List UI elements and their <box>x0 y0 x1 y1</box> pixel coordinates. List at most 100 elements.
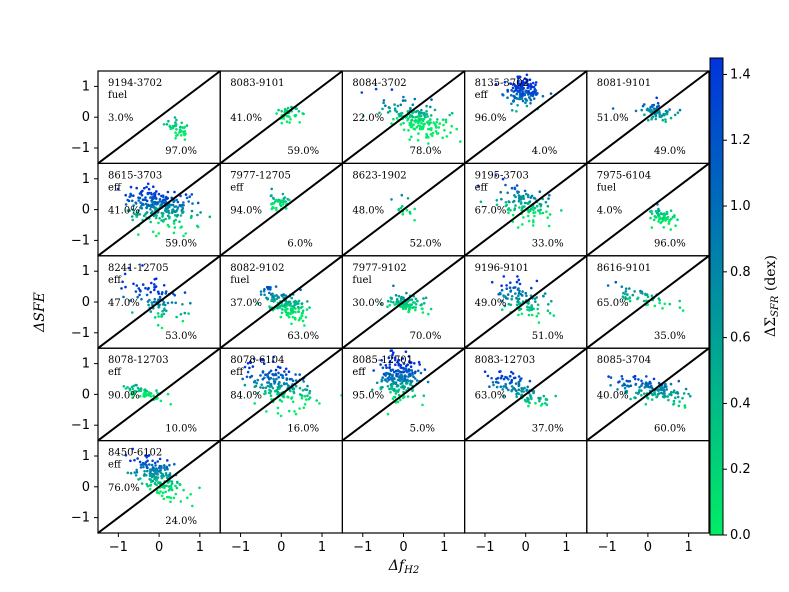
panel-5-4 <box>464 440 588 534</box>
data-point <box>400 381 404 385</box>
data-point <box>246 361 250 365</box>
data-point <box>512 199 516 203</box>
data-point <box>442 123 445 127</box>
data-point <box>170 480 174 483</box>
data-point <box>388 387 391 391</box>
fraction-above: 67.0% <box>475 206 507 217</box>
data-point <box>132 194 135 197</box>
colorbar-gradient <box>709 57 724 536</box>
data-point <box>614 280 618 284</box>
data-point <box>649 210 652 213</box>
data-point <box>396 372 400 376</box>
data-point <box>144 196 147 199</box>
data-point <box>676 395 680 399</box>
data-point <box>279 414 283 418</box>
data-point <box>533 211 537 214</box>
data-point <box>638 386 641 389</box>
data-point <box>455 127 459 131</box>
data-point <box>633 377 637 381</box>
data-point <box>545 398 549 402</box>
data-point <box>483 370 487 374</box>
data-point <box>127 199 131 203</box>
data-point <box>514 87 518 90</box>
data-point <box>165 210 169 214</box>
data-point <box>277 108 280 112</box>
data-point <box>290 322 293 326</box>
data-point <box>396 400 400 404</box>
data-point <box>410 118 414 122</box>
data-point <box>513 95 516 98</box>
data-point <box>129 185 133 189</box>
data-point <box>405 305 408 309</box>
data-point <box>406 363 409 367</box>
data-point <box>661 118 665 122</box>
data-point <box>528 306 531 309</box>
data-point <box>135 186 138 190</box>
data-point <box>152 192 156 195</box>
data-point <box>538 190 542 193</box>
data-point <box>184 232 187 235</box>
data-point <box>297 299 301 303</box>
panel-points <box>256 285 311 327</box>
data-point <box>429 114 433 117</box>
data-point <box>419 371 423 375</box>
data-point <box>144 461 148 464</box>
data-point <box>543 292 547 295</box>
data-point <box>517 199 521 203</box>
data-point <box>408 138 412 141</box>
data-point <box>479 200 483 204</box>
data-point <box>153 461 157 465</box>
data-point <box>284 200 287 203</box>
data-point <box>392 301 395 304</box>
x-tick-label: 0 <box>644 540 652 555</box>
data-point <box>318 402 321 405</box>
x-tick-label: 0 <box>155 540 163 555</box>
data-point <box>652 218 656 222</box>
data-point <box>126 386 129 389</box>
data-point <box>281 192 285 196</box>
data-point <box>178 483 182 486</box>
data-point <box>174 484 177 488</box>
data-point <box>515 92 519 96</box>
data-point <box>135 383 138 387</box>
data-point <box>141 463 144 466</box>
colorbar-tick-label: 1.0 <box>730 199 751 214</box>
data-point <box>422 112 425 115</box>
data-point <box>683 404 687 407</box>
data-point <box>264 373 267 377</box>
data-point <box>386 305 389 309</box>
data-point <box>156 312 160 315</box>
data-point <box>535 279 539 283</box>
fraction-above: 96.0% <box>475 113 507 124</box>
data-point <box>168 125 172 128</box>
panel-id: 7977-12705 <box>230 170 291 181</box>
data-point <box>167 203 171 207</box>
data-point <box>510 385 514 388</box>
data-point <box>530 194 534 198</box>
data-point <box>173 116 177 119</box>
data-point <box>664 118 667 121</box>
data-point <box>283 370 286 373</box>
data-point <box>433 108 437 112</box>
data-point <box>522 390 525 393</box>
data-point <box>132 384 136 388</box>
data-point <box>415 125 419 129</box>
data-point <box>539 404 543 407</box>
data-point <box>606 284 610 287</box>
data-point <box>144 286 147 290</box>
data-point <box>145 211 149 214</box>
data-point <box>620 375 624 378</box>
data-point <box>661 307 664 310</box>
data-point <box>301 319 305 323</box>
data-point <box>409 379 412 383</box>
data-point <box>249 360 252 364</box>
x-tick-label: 0 <box>277 540 285 555</box>
data-point <box>405 208 409 212</box>
data-point <box>427 312 430 316</box>
data-point <box>161 303 165 306</box>
data-point <box>665 388 668 391</box>
data-point <box>271 386 275 390</box>
data-point <box>672 402 676 405</box>
data-point <box>497 292 501 296</box>
data-point <box>411 103 415 106</box>
